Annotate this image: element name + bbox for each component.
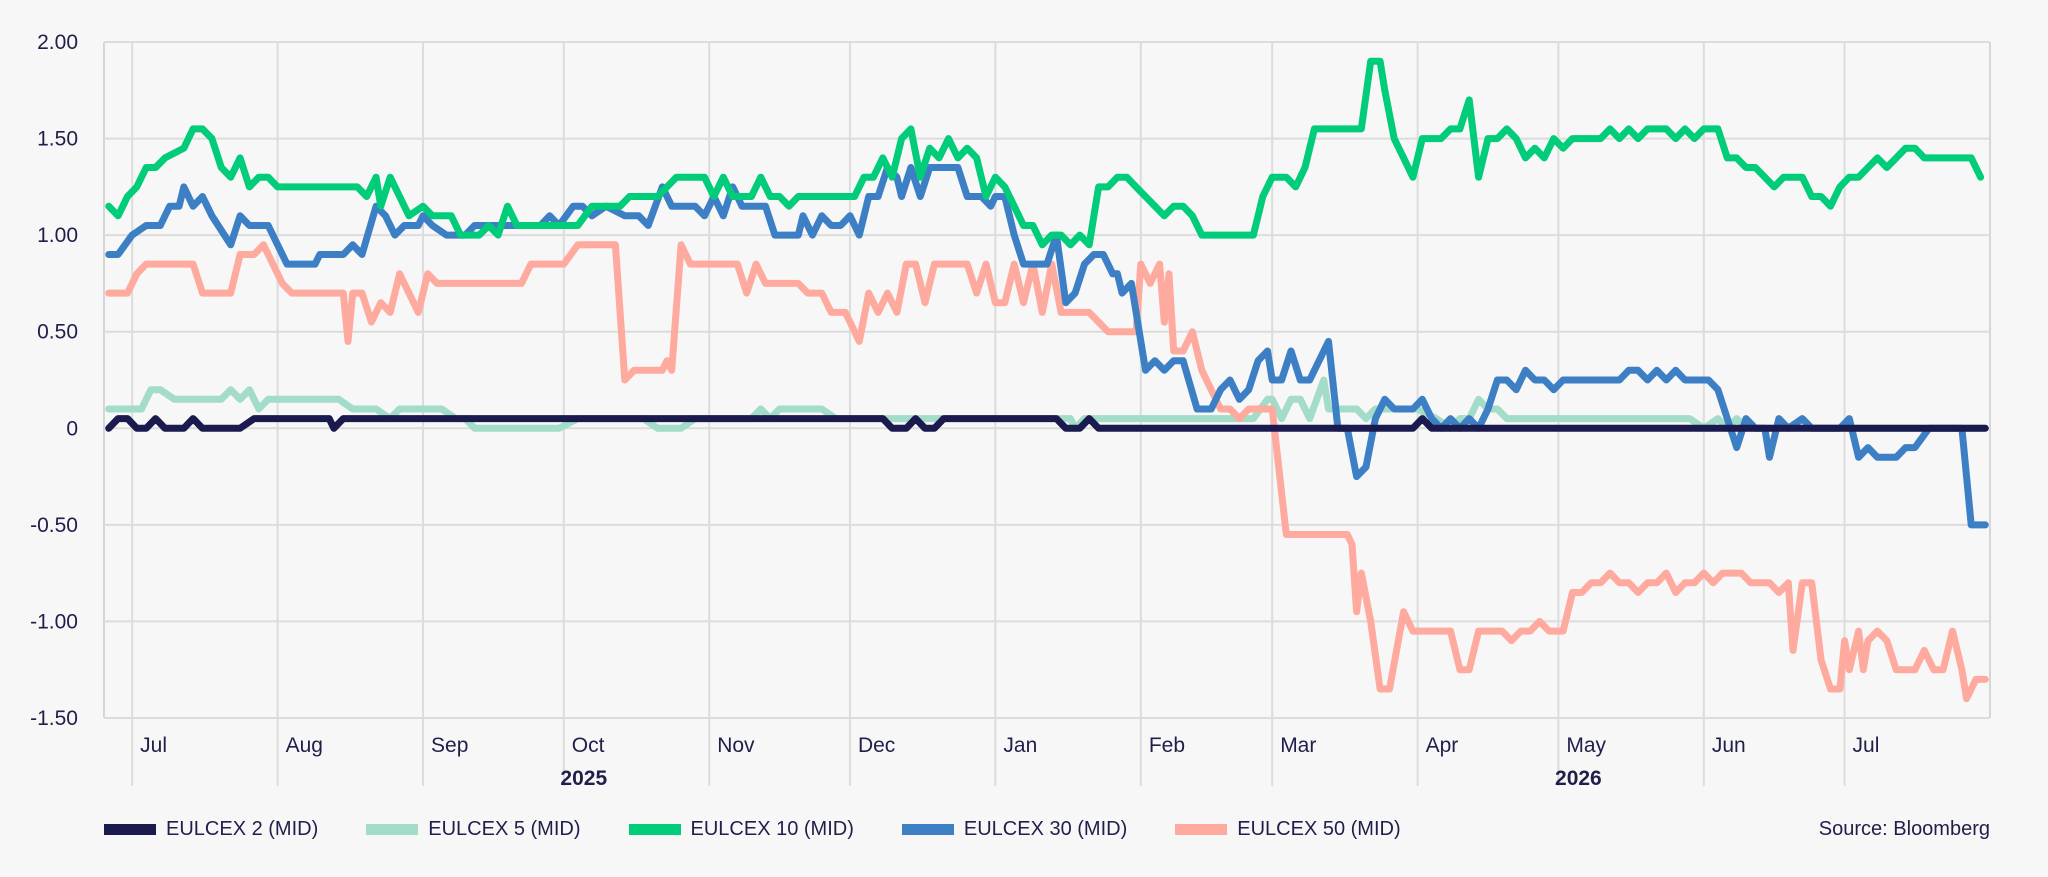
series-line-eulcex-50-mid: [105, 241, 1989, 703]
line-chart: 2.00 1.50 1.00 0.50 0 -0.50 -1.00 -1.50 Jul Aug Se…: [30, 31, 1991, 790]
legend-item-eulcex-5: EULCEX 5 (MID): [366, 817, 581, 841]
x-tick-label: Oct: [572, 734, 605, 757]
y-tick-label: 0.50: [37, 321, 78, 344]
x-tick-label: Jan: [1003, 734, 1037, 757]
x-tick-label: Sep: [431, 734, 468, 757]
series-line-eulcex-10-mid: [105, 57, 1985, 249]
x-year-label: 2025: [560, 767, 607, 790]
y-tick-label: -0.50: [30, 514, 78, 537]
y-tick-label: -1.50: [30, 707, 78, 730]
legend-swatch: [628, 823, 681, 835]
legend-label: EULCEX 2 (MID): [166, 817, 319, 840]
x-tick-label: Dec: [858, 734, 895, 757]
legend-label: EULCEX 30 (MID): [963, 817, 1128, 840]
x-tick-label: Jul: [1853, 734, 1880, 757]
series-layer: [105, 57, 1989, 703]
legend-swatch: [104, 823, 156, 835]
legend-item-eulcex-2: EULCEX 2 (MID): [104, 818, 318, 841]
legend-label: EULCEX 10 (MID): [690, 817, 854, 840]
x-tick-label: Aug: [286, 734, 323, 757]
y-tick-label: -1.00: [30, 610, 78, 633]
x-tick-label: Jul: [140, 734, 167, 757]
x-tick-label: Feb: [1149, 734, 1185, 757]
x-tick-label: May: [1566, 734, 1606, 757]
legend-item-eulcex-10: EULCEX 10 (MID): [628, 817, 854, 841]
x-year-label: 2026: [1555, 767, 1602, 790]
legend-item-eulcex-30: EULCEX 30 (MID): [901, 817, 1128, 841]
source-note: Source: Bloomberg: [1818, 817, 1990, 840]
y-tick-label: 2.00: [37, 31, 78, 54]
y-tick-label: 1.50: [37, 128, 78, 151]
x-tick-label: Apr: [1426, 734, 1459, 757]
legend-label: EULCEX 5 (MID): [428, 817, 581, 840]
y-tick-label: 0: [66, 417, 78, 440]
series-line-eulcex-30-mid: [105, 164, 1989, 529]
x-tick-label: Mar: [1280, 734, 1316, 757]
chart-legend: EULCEX 2 (MID) EULCEX 5 (MID) EULCEX 10 …: [104, 812, 1990, 846]
axis-layer: 2.00 1.50 1.00 0.50 0 -0.50 -1.00 -1.50 Jul Aug Se…: [30, 31, 1879, 790]
legend-swatch: [1175, 823, 1228, 835]
legend-swatch: [366, 823, 419, 835]
x-tick-label: Nov: [717, 734, 755, 757]
series-line-eulcex-2-mid: [105, 415, 1989, 432]
y-tick-label: 1.00: [37, 224, 78, 247]
legend-label: EULCEX 50 (MID): [1237, 817, 1401, 840]
x-tick-label: Jun: [1712, 734, 1746, 757]
legend-item-eulcex-50: EULCEX 50 (MID): [1175, 817, 1401, 841]
legend-swatch: [901, 823, 954, 835]
